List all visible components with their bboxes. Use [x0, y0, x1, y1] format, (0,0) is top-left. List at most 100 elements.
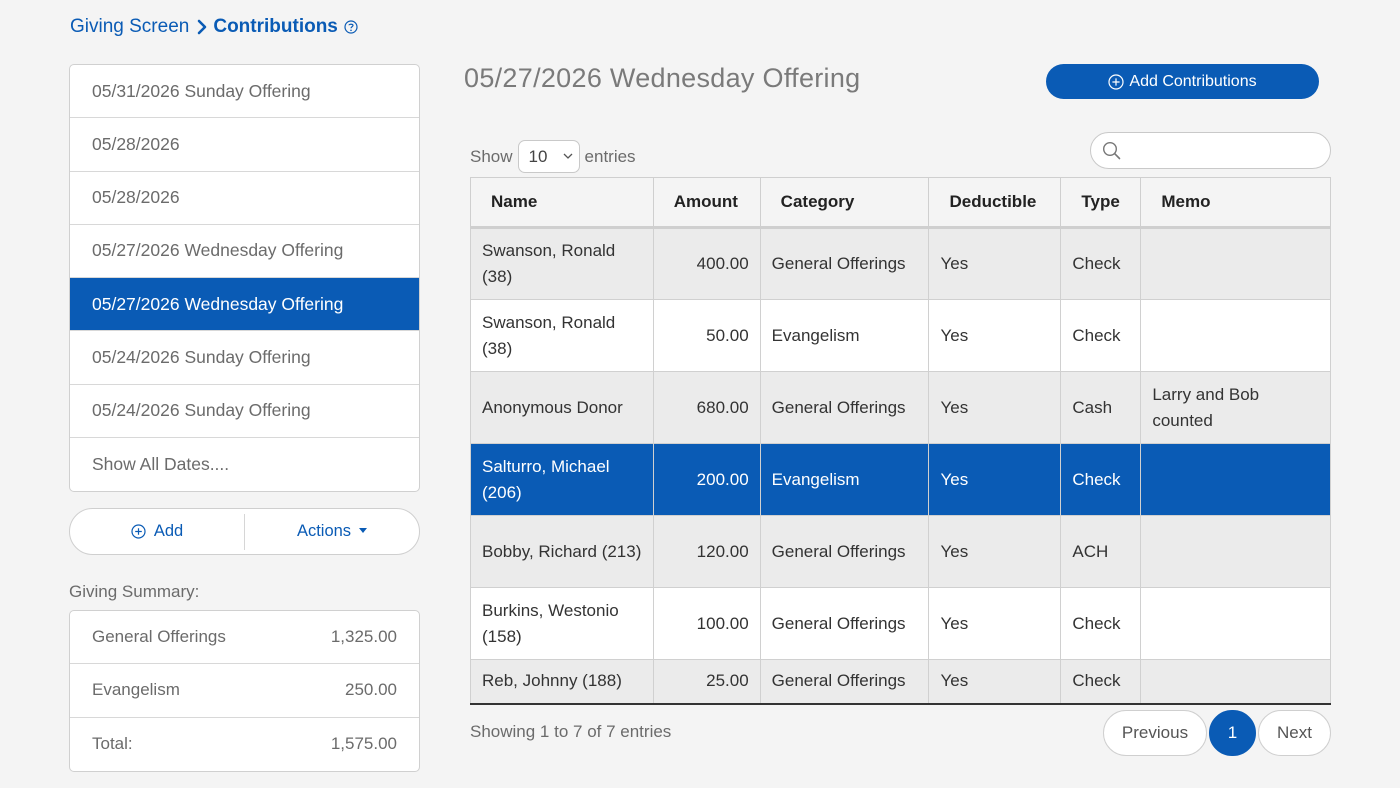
- date-item[interactable]: 05/24/2026 Sunday Offering: [70, 385, 419, 438]
- cell-type: Check: [1060, 227, 1142, 300]
- date-item[interactable]: 05/28/2026: [70, 172, 419, 225]
- cell-amount: 400.00: [652, 227, 761, 300]
- cell-deductible: Yes: [928, 371, 1062, 444]
- cell-deductible: Yes: [928, 443, 1062, 516]
- cell-name: Swanson, Ronald (38): [470, 299, 654, 372]
- giving-summary-title: Giving Summary:: [69, 582, 200, 601]
- chevron-down-icon: [563, 153, 573, 160]
- page-title: 05/27/2026 Wednesday Offering: [464, 63, 861, 93]
- table-row[interactable]: Reb, Johnny (188) 25.00 General Offering…: [470, 659, 1331, 705]
- breadcrumb: Giving Screen Contributions: [70, 16, 358, 38]
- cell-category: Evangelism: [759, 443, 930, 516]
- date-item[interactable]: 05/27/2026 Wednesday Offering: [70, 225, 419, 278]
- chevron-right-icon: [197, 19, 207, 35]
- cell-memo: [1140, 515, 1331, 588]
- entries-label: entries: [584, 146, 636, 166]
- cell-deductible: Yes: [928, 299, 1062, 372]
- search-box: [1090, 132, 1331, 169]
- cell-amount: 50.00: [652, 299, 761, 372]
- entries-select-value: 10: [528, 146, 548, 166]
- summary-label: Total:: [92, 734, 133, 754]
- breadcrumb-giving-screen-link[interactable]: Giving Screen: [70, 16, 190, 37]
- caret-down-icon: [359, 528, 368, 533]
- cell-category: Evangelism: [759, 299, 930, 372]
- table-row[interactable]: Anonymous Donor 680.00 General Offerings…: [470, 371, 1331, 444]
- cell-category: General Offerings: [759, 659, 930, 705]
- contributions-table: Name Amount Category Deductible Type Mem…: [470, 177, 1331, 705]
- add-button[interactable]: Add: [70, 509, 244, 554]
- summary-row-total: Total: 1,575.00: [70, 718, 419, 771]
- date-list: 05/31/2026 Sunday Offering 05/28/2026 05…: [69, 64, 420, 492]
- cell-amount: 680.00: [652, 371, 761, 444]
- column-header-amount[interactable]: Amount: [652, 177, 761, 229]
- cell-deductible: Yes: [928, 515, 1062, 588]
- show-entries-control: Show 10 entries: [470, 140, 636, 173]
- help-icon[interactable]: [344, 20, 358, 34]
- cell-name: Burkins, Westonio (158): [470, 587, 654, 660]
- cell-memo: [1140, 299, 1331, 372]
- cell-category: General Offerings: [759, 227, 930, 300]
- search-input[interactable]: [1127, 141, 1317, 160]
- cell-type: Check: [1060, 443, 1142, 516]
- cell-deductible: Yes: [928, 659, 1062, 705]
- table-row[interactable]: Bobby, Richard (213) 120.00 General Offe…: [470, 515, 1331, 588]
- cell-type: Cash: [1060, 371, 1142, 444]
- cell-amount: 200.00: [652, 443, 761, 516]
- column-header-type[interactable]: Type: [1060, 177, 1142, 229]
- breadcrumb-current: Contributions: [213, 16, 338, 37]
- cell-name: Swanson, Ronald (38): [470, 227, 654, 300]
- summary-row: Evangelism 250.00: [70, 664, 419, 718]
- summary-value: 250.00: [345, 680, 397, 700]
- column-header-category[interactable]: Category: [759, 177, 930, 229]
- date-item[interactable]: 05/28/2026: [70, 118, 419, 172]
- cell-name: Bobby, Richard (213): [470, 515, 654, 588]
- date-item[interactable]: 05/24/2026 Sunday Offering: [70, 331, 419, 385]
- summary-row: General Offerings 1,325.00: [70, 611, 419, 665]
- pagination-page-button[interactable]: 1: [1209, 710, 1256, 756]
- cell-memo: [1140, 587, 1331, 660]
- table-row[interactable]: Burkins, Westonio (158) 100.00 General O…: [470, 587, 1331, 660]
- date-item-selected[interactable]: 05/27/2026 Wednesday Offering: [70, 278, 419, 332]
- plus-circle-icon: [1108, 73, 1125, 90]
- cell-type: Check: [1060, 587, 1142, 660]
- table-row[interactable]: Swanson, Ronald (38) 400.00 General Offe…: [470, 227, 1331, 300]
- add-contributions-label: Add Contributions: [1129, 72, 1257, 90]
- date-item[interactable]: 05/31/2026 Sunday Offering: [70, 65, 419, 119]
- column-header-memo[interactable]: Memo: [1140, 177, 1331, 229]
- column-header-deductible[interactable]: Deductible: [928, 177, 1062, 229]
- entries-select[interactable]: 10: [517, 140, 580, 173]
- summary-label: Evangelism: [92, 680, 180, 700]
- search-icon: [1102, 141, 1121, 160]
- cell-memo: Larry and Bob counted: [1140, 371, 1331, 444]
- summary-value: 1,575.00: [330, 734, 397, 754]
- cell-name: Salturro, Michael (206): [470, 443, 654, 516]
- table-row[interactable]: Swanson, Ronald (38) 50.00 Evangelism Ye…: [470, 299, 1331, 372]
- cell-type: Check: [1060, 659, 1142, 705]
- cell-category: General Offerings: [759, 587, 930, 660]
- column-header-name[interactable]: Name: [470, 177, 654, 229]
- cell-memo: [1140, 443, 1331, 516]
- cell-memo: [1140, 659, 1331, 705]
- cell-category: General Offerings: [759, 515, 930, 588]
- show-label: Show: [470, 146, 513, 166]
- actions-dropdown-button[interactable]: Actions: [245, 509, 419, 554]
- cell-amount: 25.00: [652, 659, 761, 705]
- actions-button-label: Actions: [296, 522, 352, 540]
- show-all-dates-link[interactable]: Show All Dates....: [92, 453, 230, 474]
- cell-name: Anonymous Donor: [470, 371, 654, 444]
- add-button-label: Add: [153, 522, 184, 540]
- summary-label: General Offerings: [92, 627, 226, 647]
- cell-type: ACH: [1060, 515, 1142, 588]
- cell-amount: 100.00: [652, 587, 761, 660]
- plus-circle-icon: [131, 524, 146, 539]
- divider: [244, 513, 245, 550]
- pagination-previous-button[interactable]: Previous: [1103, 710, 1207, 756]
- table-info-text: Showing 1 to 7 of 7 entries: [470, 722, 672, 741]
- table-row-selected[interactable]: Salturro, Michael (206) 200.00 Evangelis…: [470, 443, 1331, 516]
- pagination-next-button[interactable]: Next: [1258, 710, 1331, 756]
- add-contributions-button[interactable]: Add Contributions: [1046, 64, 1319, 99]
- giving-summary-list: General Offerings 1,325.00 Evangelism 25…: [69, 610, 420, 772]
- summary-value: 1,325.00: [330, 627, 397, 647]
- cell-amount: 120.00: [652, 515, 761, 588]
- cell-memo: [1140, 227, 1331, 300]
